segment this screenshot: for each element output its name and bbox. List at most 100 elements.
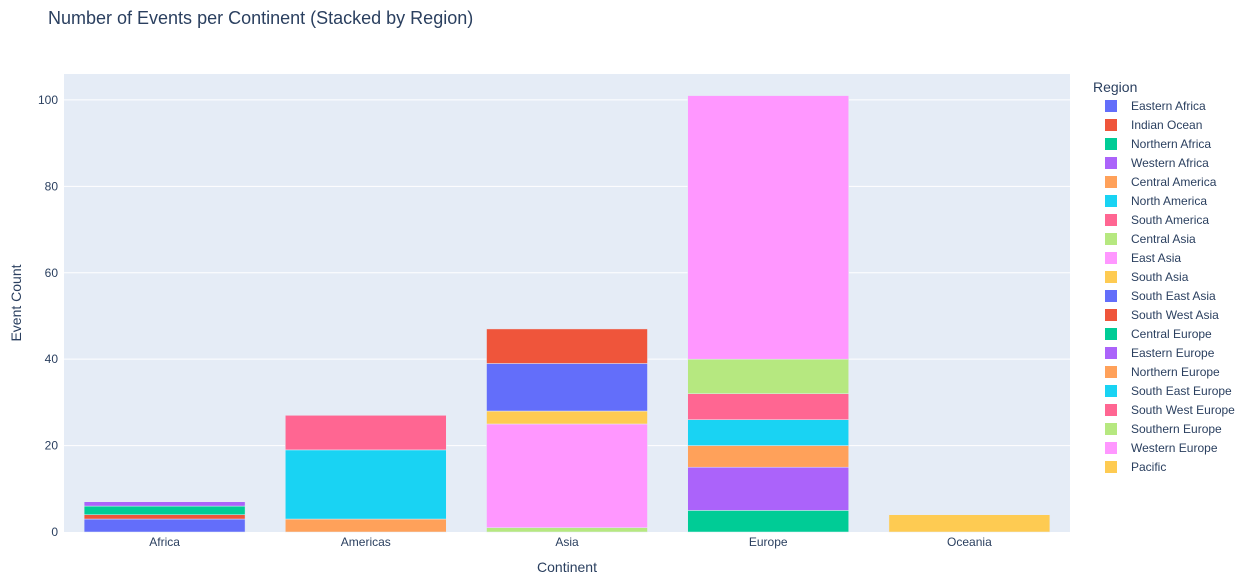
- bar-segment-south-east-europe-europe[interactable]: [687, 419, 849, 446]
- legend-item[interactable]: Central America: [1105, 175, 1217, 189]
- legend-item[interactable]: North America: [1105, 194, 1207, 208]
- legend-label: Northern Europe: [1131, 365, 1220, 379]
- y-tick-label: 80: [45, 179, 59, 193]
- bar-segment-western-europe-europe[interactable]: [687, 95, 849, 360]
- legend-label: South West Asia: [1131, 308, 1219, 322]
- bar-segment-eastern-europe-europe[interactable]: [687, 466, 849, 511]
- legend-label: South America: [1131, 213, 1209, 227]
- bar-segment-south-west-asia-asia[interactable]: [486, 328, 648, 364]
- bar-segment-pacific-oceania[interactable]: [888, 514, 1051, 533]
- legend-swatch: [1105, 157, 1117, 169]
- legend-swatch: [1105, 176, 1117, 188]
- legend-title: Region: [1093, 79, 1137, 95]
- legend-label: Indian Ocean: [1131, 118, 1202, 132]
- legend-label: South East Europe: [1131, 384, 1232, 398]
- legend-swatch: [1105, 138, 1117, 150]
- y-tick-label: 40: [45, 352, 59, 366]
- x-tick-label: Africa: [149, 535, 180, 549]
- legend[interactable]: Region Eastern Africa Indian Ocean Norther…: [1093, 79, 1235, 474]
- y-tick-label: 60: [45, 266, 59, 280]
- legend-item[interactable]: South America: [1105, 213, 1209, 227]
- legend-swatch: [1105, 461, 1117, 473]
- legend-swatch: [1105, 423, 1117, 435]
- legend-label: Southern Europe: [1131, 422, 1222, 436]
- x-tick-label: Oceania: [947, 535, 992, 549]
- bars: [83, 95, 1051, 533]
- x-tick-label: Americas: [341, 535, 391, 549]
- legend-item[interactable]: Pacific: [1105, 460, 1166, 474]
- legend-label: East Asia: [1131, 251, 1181, 265]
- legend-swatch: [1105, 366, 1117, 378]
- y-axis-title: Event Count: [8, 264, 24, 341]
- legend-item[interactable]: Southern Europe: [1105, 422, 1222, 436]
- legend-item[interactable]: South East Asia: [1105, 289, 1216, 303]
- legend-swatch: [1105, 442, 1117, 454]
- legend-item[interactable]: Northern Africa: [1105, 137, 1211, 151]
- legend-swatch: [1105, 404, 1117, 416]
- legend-label: Pacific: [1131, 460, 1166, 474]
- chart-title: Number of Events per Continent (Stacked …: [48, 8, 473, 28]
- legend-swatch: [1105, 290, 1117, 302]
- legend-item[interactable]: South East Europe: [1105, 384, 1232, 398]
- legend-label: Western Africa: [1131, 156, 1209, 170]
- legend-item[interactable]: South Asia: [1105, 270, 1189, 284]
- legend-swatch: [1105, 385, 1117, 397]
- bar-segment-north-america-americas[interactable]: [285, 449, 447, 520]
- legend-swatch: [1105, 119, 1117, 131]
- legend-label: South East Asia: [1131, 289, 1216, 303]
- legend-item[interactable]: Central Asia: [1105, 232, 1196, 246]
- legend-item[interactable]: South West Europe: [1105, 403, 1235, 417]
- bar-segment-southern-europe-europe[interactable]: [687, 358, 849, 394]
- bar-segment-south-asia-asia[interactable]: [486, 410, 648, 425]
- legend-item[interactable]: South West Asia: [1105, 308, 1219, 322]
- legend-label: Central Asia: [1131, 232, 1196, 246]
- bar-segment-south-east-asia-asia[interactable]: [486, 363, 648, 412]
- legend-item[interactable]: Eastern Africa: [1105, 99, 1206, 113]
- legend-label: Northern Africa: [1131, 137, 1211, 151]
- bar-segment-south-america-americas[interactable]: [285, 415, 447, 451]
- legend-swatch: [1105, 309, 1117, 321]
- legend-item[interactable]: Western Africa: [1105, 156, 1209, 170]
- bar-segment-central-europe-europe[interactable]: [687, 510, 849, 533]
- legend-item[interactable]: East Asia: [1105, 251, 1181, 265]
- y-axis-ticks: 0 20 40 60 80 100: [38, 93, 58, 539]
- legend-item[interactable]: Western Europe: [1105, 441, 1218, 455]
- legend-item[interactable]: Indian Ocean: [1105, 118, 1202, 132]
- y-tick-label: 0: [51, 525, 58, 539]
- legend-swatch: [1105, 328, 1117, 340]
- bar-segment-western-africa-africa[interactable]: [83, 501, 246, 507]
- y-tick-label: 20: [45, 439, 59, 453]
- bar-segment-central-america-americas[interactable]: [285, 518, 447, 533]
- legend-swatch: [1105, 347, 1117, 359]
- legend-swatch: [1105, 100, 1117, 112]
- y-tick-label: 100: [38, 93, 58, 107]
- x-axis-ticks: Africa Americas Asia Europe Oceania: [149, 535, 992, 549]
- bar-segment-south-west-europe-europe[interactable]: [687, 393, 849, 420]
- legend-label: Eastern Europe: [1131, 346, 1215, 360]
- legend-item[interactable]: Central Europe: [1105, 327, 1212, 341]
- legend-swatch: [1105, 252, 1117, 264]
- legend-label: Central Europe: [1131, 327, 1212, 341]
- legend-label: Eastern Africa: [1131, 99, 1206, 113]
- legend-swatch: [1105, 195, 1117, 207]
- legend-label: North America: [1131, 194, 1207, 208]
- x-tick-label: Asia: [555, 535, 579, 549]
- x-axis-title: Continent: [537, 559, 597, 575]
- bar-segment-central-asia-asia[interactable]: [486, 527, 648, 533]
- bar-segment-northern-africa-africa[interactable]: [83, 505, 246, 515]
- bar-segment-east-asia-asia[interactable]: [486, 423, 648, 528]
- legend-swatch: [1105, 271, 1117, 283]
- legend-swatch: [1105, 233, 1117, 245]
- bar-segment-indian-ocean-africa[interactable]: [83, 514, 246, 520]
- legend-label: Western Europe: [1131, 441, 1218, 455]
- bar-segment-northern-europe-europe[interactable]: [687, 445, 849, 468]
- legend-label: South West Europe: [1131, 403, 1235, 417]
- legend-item[interactable]: Northern Europe: [1105, 365, 1220, 379]
- legend-label: South Asia: [1131, 270, 1189, 284]
- legend-item[interactable]: Eastern Europe: [1105, 346, 1215, 360]
- legend-swatch: [1105, 214, 1117, 226]
- bar-segment-eastern-africa-africa[interactable]: [83, 518, 246, 533]
- x-tick-label: Europe: [749, 535, 788, 549]
- legend-label: Central America: [1131, 175, 1217, 189]
